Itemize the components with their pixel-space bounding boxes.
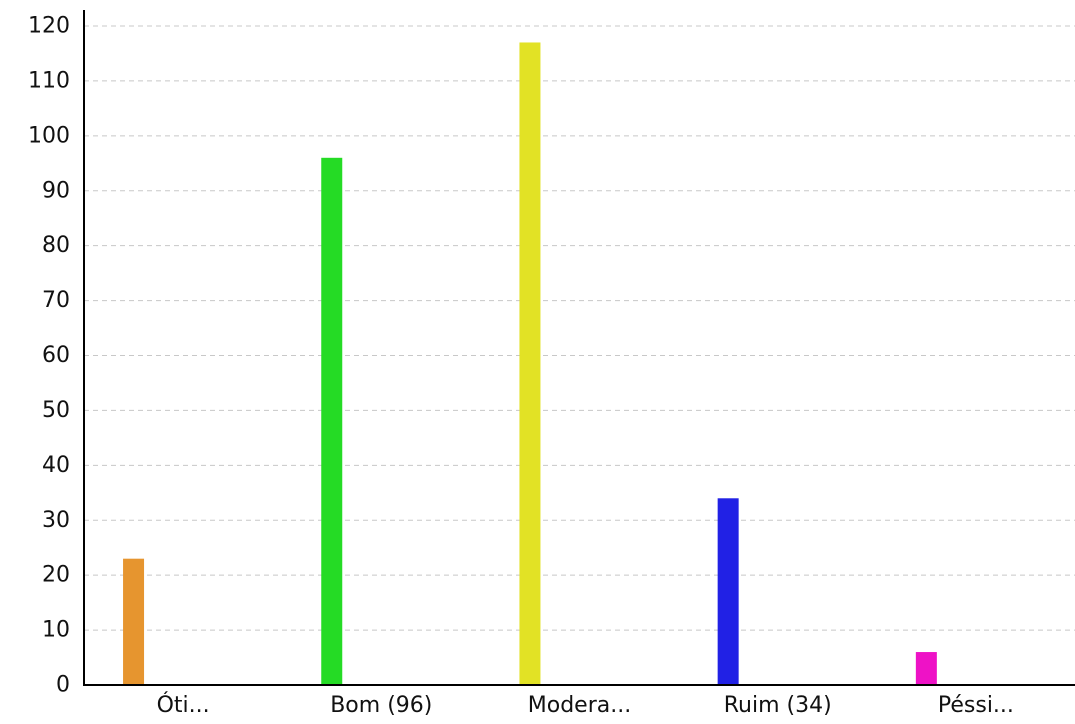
bar-modera bbox=[519, 42, 541, 686]
x-tick-label-ruim-34: Ruim (34) bbox=[724, 693, 832, 718]
y-tick-label-60: 60 bbox=[42, 343, 70, 368]
y-tick-label-20: 20 bbox=[42, 563, 70, 588]
y-tick-label-40: 40 bbox=[42, 453, 70, 478]
bars-layer bbox=[123, 42, 937, 686]
y-tick-label-90: 90 bbox=[42, 178, 70, 203]
y-tick-label-70: 70 bbox=[42, 288, 70, 313]
y-tick-label-120: 120 bbox=[28, 14, 70, 39]
y-tick-label-30: 30 bbox=[42, 508, 70, 533]
y-tick-label-50: 50 bbox=[42, 398, 70, 423]
y-tick-label-100: 100 bbox=[28, 123, 70, 148]
x-tick-labels: Óti... Bom (96) Modera... Ruim (34) Péssi... bbox=[157, 692, 1014, 718]
grid-layer bbox=[84, 25, 1075, 631]
x-tick-label-bom-96: Bom (96) bbox=[330, 693, 432, 718]
y-tick-label-110: 110 bbox=[28, 68, 70, 93]
axes-layer bbox=[83, 10, 1075, 686]
y-tick-label-80: 80 bbox=[42, 233, 70, 258]
bar-oti bbox=[123, 558, 145, 685]
bar-pessi bbox=[915, 652, 937, 685]
bar-bom-96 bbox=[321, 157, 343, 686]
x-tick-label-oti: Óti... bbox=[157, 692, 210, 718]
y-tick-label-10: 10 bbox=[42, 618, 70, 643]
bar-ruim-34 bbox=[717, 498, 739, 685]
y-tick-label-0: 0 bbox=[56, 673, 70, 698]
x-tick-label-modera: Modera... bbox=[528, 693, 631, 718]
x-tick-label-pessi: Péssi... bbox=[938, 693, 1014, 718]
y-tick-labels: 0 10 20 30 40 50 60 70 80 90 100 110 120 bbox=[28, 14, 70, 698]
